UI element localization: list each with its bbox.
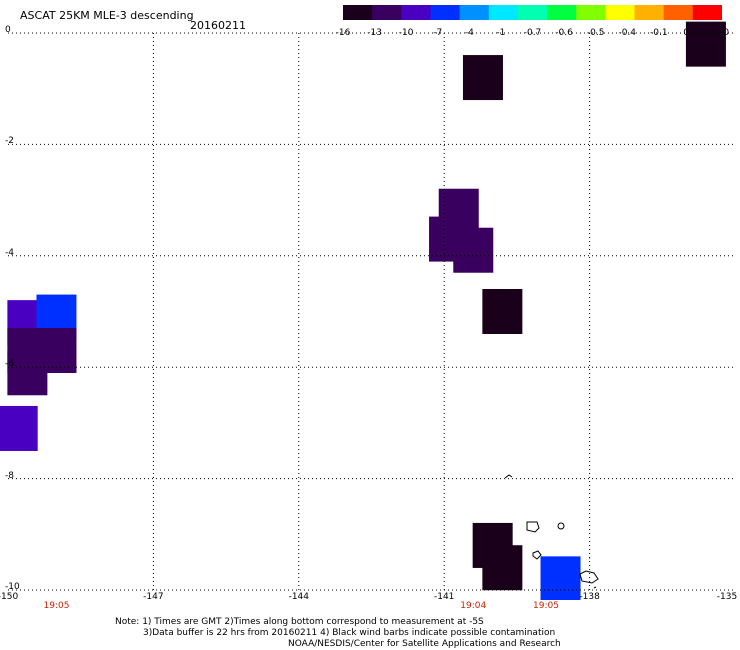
- map-plot: [0, 21, 735, 600]
- product-title: ASCAT 25KM MLE-3 descending: [20, 9, 194, 22]
- y-tick-label: -6: [5, 359, 14, 370]
- note-line-2: 3)Data buffer is 22 hrs from 20160211 4)…: [143, 628, 556, 638]
- scale-swatch: [634, 5, 665, 20]
- coastline: [579, 570, 599, 584]
- coastline: [557, 522, 565, 530]
- x-tick-label: -147: [143, 592, 164, 602]
- y-tick-label: -10: [5, 582, 20, 592]
- wind-cell: [7, 350, 48, 396]
- scale-label: -7: [433, 28, 443, 38]
- scale-label: -0.1: [650, 28, 668, 38]
- scale-swatch: [576, 5, 606, 20]
- note-line-3: NOAA/NESDIS/Center for Satellite Applica…: [288, 639, 561, 649]
- scale-label: -0.4: [618, 28, 637, 38]
- wind-cell: [482, 289, 523, 334]
- scale-label: -4: [464, 28, 474, 38]
- scale-swatch: [692, 5, 722, 20]
- wind-cell: [685, 21, 726, 67]
- scale-swatch: [663, 5, 694, 20]
- scale-swatch: [605, 5, 636, 20]
- x-tick-label: -138: [579, 592, 600, 602]
- scale-swatch: [517, 5, 548, 20]
- y-tick-label: -2: [5, 136, 14, 147]
- scale-swatch: [488, 5, 519, 20]
- y-tick-label: -4: [5, 247, 14, 258]
- wind-cell: [0, 405, 38, 451]
- scale-swatch: [459, 5, 490, 20]
- scale-swatch: [343, 5, 373, 20]
- wind-cell: [453, 227, 494, 273]
- y-tick-label: -8: [5, 470, 14, 481]
- coastline: [504, 474, 513, 479]
- time-label: 19:04: [460, 601, 487, 611]
- x-tick-label: -135: [716, 592, 738, 602]
- scale-swatch: [430, 5, 461, 20]
- color-scale-bar: [343, 5, 722, 20]
- wind-cell: [482, 545, 523, 591]
- wind-cell: [540, 556, 581, 600]
- scale-label: -10: [398, 28, 414, 38]
- y-tick-label: 0: [5, 25, 11, 35]
- wind-cell: [462, 55, 503, 101]
- x-tick-label: -150: [0, 592, 19, 602]
- product-date: 20160211: [190, 19, 246, 32]
- coastline: [593, 586, 597, 589]
- scale-label: -16: [335, 28, 351, 38]
- coastline: [526, 521, 540, 533]
- x-tick-label: -141: [433, 592, 455, 602]
- coastline: [532, 550, 542, 560]
- note-line-1: Note: 1) Times are GMT 2)Times along bot…: [115, 617, 484, 627]
- scale-swatch: [401, 5, 431, 20]
- time-label: 19:05: [43, 601, 70, 611]
- scale-label: -0.5: [586, 28, 605, 38]
- time-label: 19:05: [533, 601, 559, 611]
- scale-swatch: [372, 5, 402, 20]
- scale-swatch: [547, 5, 577, 20]
- scale-label: -13: [367, 28, 382, 38]
- x-tick-label: -144: [288, 592, 310, 602]
